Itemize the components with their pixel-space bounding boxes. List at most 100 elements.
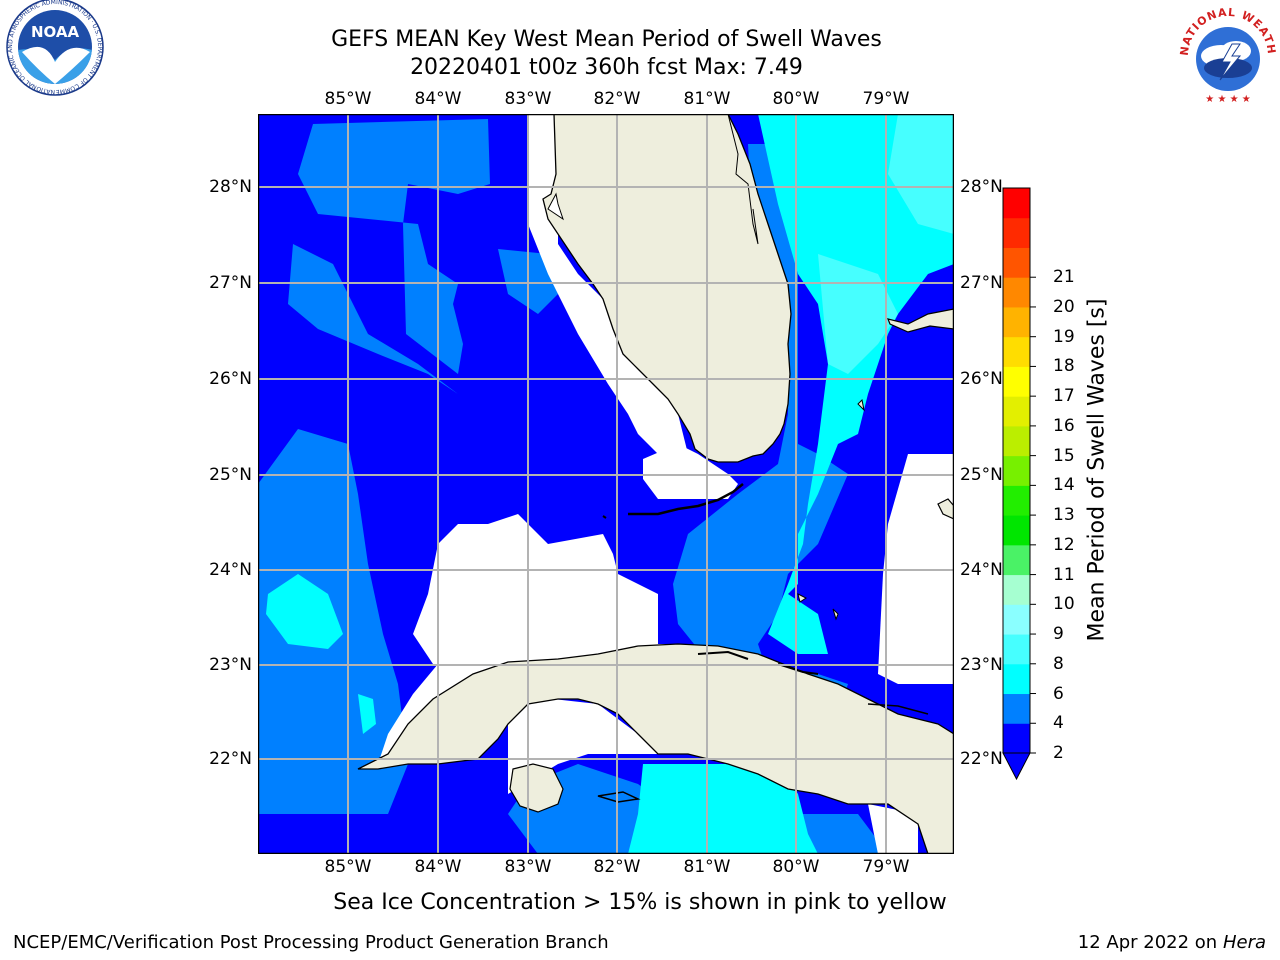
colorbar-band [1003,544,1030,576]
no-data-florida-straits [413,514,698,674]
lat-label: 26°N [209,369,252,389]
credit-date: 12 Apr 2022 on [1077,932,1218,953]
lat-label: 22°N [960,749,1003,769]
lat-label: 28°N [960,177,1003,197]
colorbar-band [1003,485,1030,516]
lat-label: 24°N [960,560,1003,580]
colorbar-extend-min-arrow [1002,752,1031,781]
lon-label: 80°W [772,89,820,109]
band-6-8-small [358,694,376,734]
colorbar-band [1003,455,1030,486]
lat-label: 27°N [209,273,252,293]
title-line-2: 20220401 t00z 360h fcst Max: 7.49 [410,55,803,80]
no-data-keys [643,444,738,499]
colorbar-band [1003,336,1030,367]
map-frame [258,114,954,854]
colorbar-tick-label: 17 [1053,386,1075,407]
no-data-far-southeast [868,804,918,854]
band-4-6-east [673,144,848,734]
colorbar-band [1003,188,1030,219]
band-8-9-northeast [888,114,954,234]
swell-period-map [258,114,954,854]
colorbar-frame [1002,187,1031,754]
colorbar-tick-label: 13 [1053,505,1075,526]
lon-label: 80°W [772,857,820,877]
land-grand-bahama [887,308,954,333]
colorbar-tick-label: 4 [1053,713,1064,734]
lat-label: 22°N [209,749,252,769]
lat-label: 25°N [960,465,1003,485]
colorbar-tick-label: 6 [1053,683,1064,704]
band-6-8-west-pocket [266,574,343,649]
colorbar-band [1003,396,1030,427]
colorbar-band [1003,574,1030,605]
colorbar-tick-label: 21 [1053,267,1075,288]
land-isla-juventud [509,763,564,813]
noaa-logo: NATIONAL OCEANIC AND ATMOSPHERIC ADMINIS… [0,0,104,96]
colorbar-band [1003,306,1030,338]
colorbar-tick-label: 12 [1053,534,1075,555]
lat-label: 25°N [209,465,252,485]
lon-label: 82°W [593,89,641,109]
colorbar-tick-label: 14 [1053,475,1075,496]
east-coast-barrier [727,114,759,245]
colorbar-band [1003,663,1030,695]
colorbar-band [1003,247,1030,278]
colorbar-title: Mean Period of Swell Waves [s] [1084,298,1110,642]
credit-branch: NCEP/EMC/Verification Post Processing Pr… [13,932,609,953]
graticule [258,114,954,854]
noaa-wordmark: NOAA [31,23,80,41]
colorbar-band [1003,693,1030,724]
colorbar-tick-label: 20 [1053,296,1075,317]
lat-label: 23°N [209,655,252,675]
svg-text:★ ★ ★ ★: ★ ★ ★ ★ [1205,94,1250,104]
credit-date-machine: 12 Apr 2022 on Hera [1078,932,1266,953]
credit-machine: Hera [1222,932,1266,953]
colorbar-tick-label: 19 [1053,326,1075,347]
band-6-8-south-gulf [628,764,818,854]
land-florida-keys [628,483,744,516]
lon-label: 84°W [414,857,462,877]
band-4-6-nw [298,119,490,374]
colorbar-band [1003,515,1030,546]
colorbar-tick-label: 9 [1053,624,1064,645]
colorbar-band [1003,604,1030,635]
band-6-8-atlantic [758,114,954,654]
lat-label: 24°N [209,560,252,580]
lon-label: 82°W [593,857,641,877]
lat-label: 26°N [960,369,1003,389]
sea-ice-note: Sea Ice Concentration > 15% is shown in … [333,890,947,915]
colorbar [1002,187,1036,781]
title-line-1: GEFS MEAN Key West Mean Period of Swell … [331,27,882,52]
colorbar-tick-label: 10 [1053,594,1075,615]
lon-label: 81°W [683,857,731,877]
lon-label: 83°W [504,857,552,877]
lat-label: 27°N [960,273,1003,293]
lat-label: 23°N [960,655,1003,675]
lat-label: 28°N [209,177,252,197]
colorbar-tick-label: 11 [1053,564,1075,585]
colorbar-band [1003,425,1030,457]
lon-label: 85°W [324,89,372,109]
colorbar-tick-label: 8 [1053,653,1064,674]
colorbar-band [1003,277,1030,308]
land-andros [937,498,954,520]
colorbar-tick-label: 16 [1053,415,1075,436]
tampa-bay [547,192,564,221]
colorbar-band [1003,217,1030,248]
lon-label: 81°W [683,89,731,109]
colorbar-tick-label: 2 [1053,743,1064,763]
lon-label: 79°W [862,89,910,109]
colorbar-band [1003,366,1030,397]
no-data-west-florida-coast [528,114,688,474]
colorbar-tick-label: 15 [1053,445,1075,466]
band-4-6-west-upper [288,244,458,394]
colorbar-band [1003,634,1030,665]
lon-label: 79°W [862,857,910,877]
lon-label: 85°W [324,857,372,877]
lon-label: 84°W [414,89,462,109]
nws-logo: NATIONAL WEATHER SERVICE ★ ★ ★ ★ [1176,4,1277,104]
colorbar-tick-label: 18 [1053,356,1075,377]
colorbar-band [1003,723,1030,754]
lon-label: 83°W [504,89,552,109]
